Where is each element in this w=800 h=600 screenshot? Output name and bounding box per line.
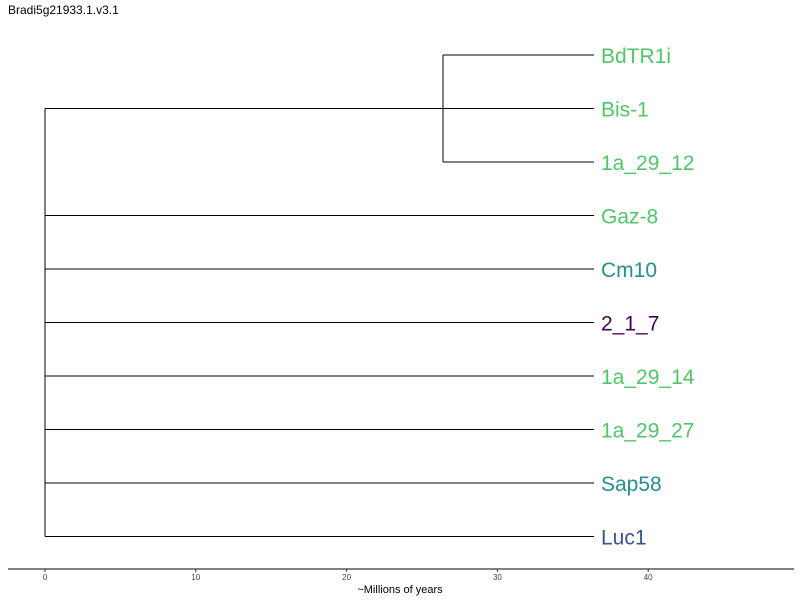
axis-tick-label: 10 — [191, 573, 200, 582]
tip-label: Sap58 — [601, 473, 662, 496]
axis-ticks: 0 10 20 30 40 — [43, 569, 653, 582]
axis-tick-label: 0 — [43, 573, 48, 582]
tip-label: 2_1_7 — [601, 313, 659, 336]
branches — [44, 54, 594, 537]
axis-tick-label: 40 — [644, 573, 653, 582]
tip-label: 1a_29_12 — [601, 152, 694, 175]
tip-label: Gaz-8 — [601, 206, 658, 229]
tip-labels: BdTR1i Bis-1 1a_29_12 Gaz-8 Cm10 2_1_7 1a_29_1… — [601, 45, 695, 550]
tip-label: BdTR1i — [601, 45, 671, 68]
axis-tick-label: 30 — [493, 573, 502, 582]
tip-label: 1a_29_27 — [601, 420, 694, 443]
tip-label: 1a_29_14 — [601, 366, 695, 389]
tip-label: Bis-1 — [601, 99, 649, 122]
axis-title: ~Millions of years — [357, 584, 443, 596]
tip-label: Luc1 — [601, 527, 647, 550]
time-axis: 0 10 20 30 40 ~Millions of years — [8, 568, 794, 596]
tree-title: Bradi5g21933.1.v3.1 — [8, 3, 119, 17]
axis-tick-label: 20 — [342, 573, 351, 582]
tip-label: Cm10 — [601, 259, 657, 282]
